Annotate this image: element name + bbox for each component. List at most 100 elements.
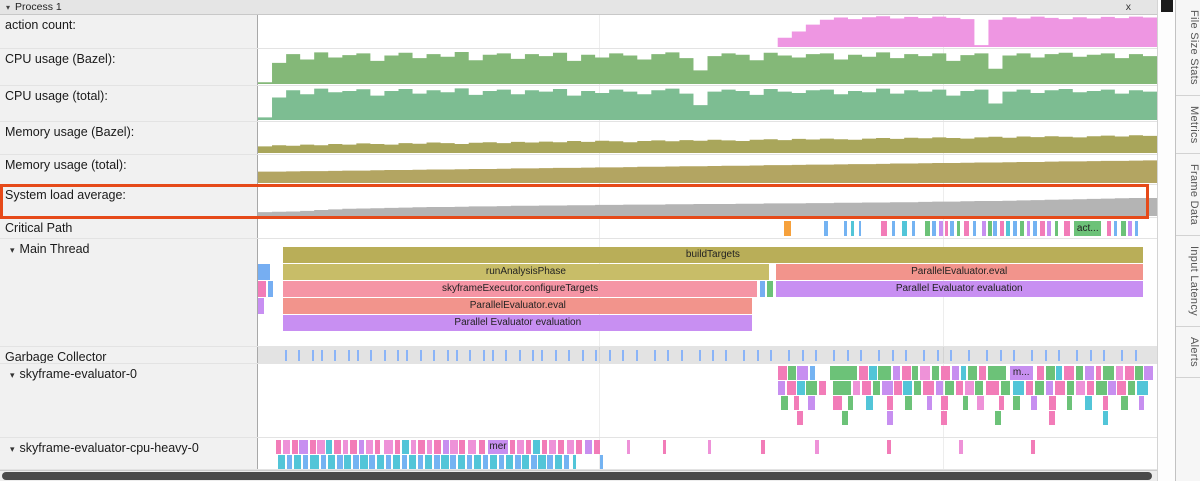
gc-event-tick[interactable]	[815, 350, 818, 361]
trace-slice[interactable]	[267, 281, 274, 297]
trace-slice[interactable]	[1031, 396, 1037, 410]
trace-slice[interactable]	[401, 455, 408, 469]
trace-slice[interactable]	[626, 440, 631, 454]
trace-slice[interactable]	[506, 455, 514, 469]
track-canvas-cpu-usage-bazel[interactable]	[258, 49, 1157, 85]
trace-slice[interactable]	[450, 455, 456, 469]
trace-slice[interactable]	[783, 221, 792, 236]
trace-slice[interactable]	[1144, 366, 1154, 380]
trace-slice[interactable]	[941, 366, 951, 380]
track-label-memory-usage-total[interactable]: Memory usage (total):	[0, 155, 258, 184]
trace-slice[interactable]	[1103, 396, 1109, 410]
gc-event-tick[interactable]	[1121, 350, 1124, 361]
trace-slice[interactable]	[975, 381, 983, 395]
trace-slice[interactable]	[993, 221, 997, 236]
trace-slice[interactable]	[344, 455, 352, 469]
trace-slice[interactable]	[337, 455, 343, 469]
trace-slice[interactable]	[525, 440, 532, 454]
trace-slice[interactable]	[829, 366, 857, 380]
trace-slice[interactable]	[941, 396, 949, 410]
trace-slice[interactable]	[887, 411, 893, 425]
gc-event-tick[interactable]	[1031, 350, 1034, 361]
trace-slice[interactable]	[978, 366, 987, 380]
trace-slice[interactable]	[932, 366, 940, 380]
trace-slice[interactable]	[310, 455, 320, 469]
trace-slice[interactable]	[531, 455, 537, 469]
gc-event-tick[interactable]	[1089, 350, 1092, 361]
trace-slice[interactable]	[869, 366, 877, 380]
trace-slice[interactable]	[1067, 396, 1073, 410]
trace-slice[interactable]	[1013, 221, 1017, 236]
trace-slice[interactable]	[563, 455, 570, 469]
trace-slice[interactable]	[599, 455, 604, 469]
trace-slice[interactable]	[944, 221, 949, 236]
trace-slice[interactable]	[333, 440, 341, 454]
gc-event-tick[interactable]	[541, 350, 544, 361]
trace-slice[interactable]	[489, 455, 498, 469]
trace-slice-mer[interactable]: mer	[488, 440, 508, 454]
trace-slice[interactable]	[299, 440, 309, 454]
track-label-system-load-average[interactable]: System load average:	[0, 185, 258, 217]
trace-slice[interactable]	[509, 440, 516, 454]
trace-slice[interactable]	[533, 440, 541, 454]
trace-slice[interactable]	[538, 455, 546, 469]
trace-slice[interactable]	[410, 440, 417, 454]
trace-slice[interactable]	[1034, 381, 1044, 395]
track-label-skyframe-evaluator-0[interactable]: ▾ skyframe-evaluator-0	[0, 364, 258, 437]
trace-slice[interactable]	[522, 455, 530, 469]
trace-slice[interactable]	[594, 440, 600, 454]
collapse-arrow-icon[interactable]: ▾	[10, 370, 15, 380]
trace-slice[interactable]	[1095, 366, 1102, 380]
trace-slice[interactable]	[1124, 366, 1134, 380]
trace-slice[interactable]	[383, 440, 393, 454]
trace-slice[interactable]	[777, 366, 787, 380]
gc-event-tick[interactable]	[433, 350, 436, 361]
trace-slice[interactable]	[833, 381, 852, 395]
trace-slice[interactable]	[809, 366, 816, 380]
trace-slice[interactable]	[585, 440, 593, 454]
trace-slice[interactable]	[1054, 381, 1066, 395]
trace-slice[interactable]	[998, 396, 1005, 410]
trace-slice[interactable]	[833, 396, 843, 410]
trace-slice[interactable]	[275, 440, 282, 454]
trace-slice[interactable]	[576, 440, 582, 454]
trace-slice[interactable]	[932, 221, 936, 236]
trace-slice[interactable]	[1134, 221, 1139, 236]
gc-event-tick[interactable]	[532, 350, 535, 361]
trace-slice[interactable]	[516, 440, 525, 454]
trace-slice[interactable]	[905, 396, 913, 410]
trace-slice[interactable]	[353, 455, 359, 469]
trace-slice[interactable]	[283, 440, 291, 454]
trace-slice[interactable]	[808, 396, 816, 410]
trace-slice[interactable]	[394, 440, 401, 454]
trace-slice[interactable]	[878, 366, 891, 380]
gc-event-tick[interactable]	[383, 350, 386, 361]
trace-slice[interactable]	[549, 440, 557, 454]
gc-event-tick[interactable]	[347, 350, 350, 361]
tab-file-size-stats[interactable]: File Size Stats	[1176, 0, 1200, 96]
trace-slice[interactable]	[1025, 381, 1033, 395]
trace-slice[interactable]	[326, 440, 332, 454]
trace-slice[interactable]	[498, 455, 505, 469]
track-canvas-memory-usage-bazel[interactable]	[258, 122, 1157, 154]
trace-slice[interactable]	[1031, 440, 1035, 454]
gc-event-tick[interactable]	[320, 350, 323, 361]
trace-slice[interactable]	[542, 440, 548, 454]
trace-slice[interactable]	[1103, 411, 1109, 425]
gc-event-tick[interactable]	[482, 350, 485, 361]
gc-event-tick[interactable]	[554, 350, 557, 361]
trace-slice[interactable]	[1036, 366, 1044, 380]
trace-slice-parallelevaluator-eval[interactable]: ParallelEvaluator.eval	[775, 264, 1143, 280]
trace-slice[interactable]	[258, 281, 267, 297]
gc-event-tick[interactable]	[770, 350, 773, 361]
trace-slice[interactable]	[365, 440, 374, 454]
trace-slice[interactable]	[418, 440, 426, 454]
trace-slice[interactable]	[858, 221, 862, 236]
trace-slice[interactable]	[258, 264, 270, 280]
trace-slice[interactable]	[392, 455, 401, 469]
gc-event-tick[interactable]	[1058, 350, 1061, 361]
trace-slice[interactable]	[418, 455, 424, 469]
trace-slice[interactable]	[963, 221, 970, 236]
trace-slice[interactable]	[842, 411, 848, 425]
gc-event-tick[interactable]	[635, 350, 638, 361]
